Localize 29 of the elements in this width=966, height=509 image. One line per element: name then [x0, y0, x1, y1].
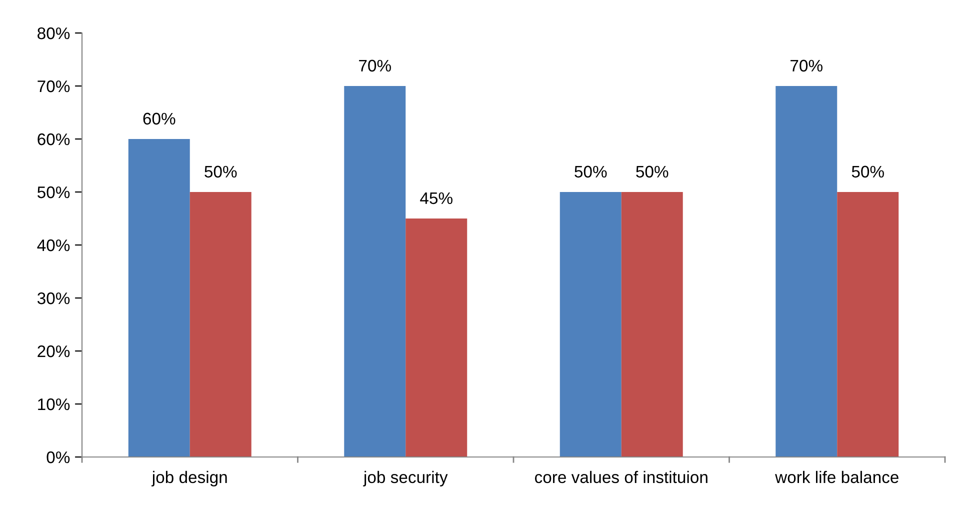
- y-tick-label: 10%: [38, 398, 70, 410]
- data-label: 70%: [790, 60, 822, 72]
- y-tick-label: 30%: [37, 292, 70, 304]
- x-tick-label: work life balance: [775, 470, 898, 484]
- data-label: 50%: [852, 166, 884, 178]
- bar: [560, 192, 622, 457]
- bar: [344, 86, 406, 457]
- y-tick-label: 70%: [38, 80, 70, 92]
- y-tick-label: 80%: [38, 27, 70, 40]
- bar: [406, 218, 468, 457]
- data-label: 50%: [636, 166, 668, 178]
- y-tick-label: 40%: [37, 239, 70, 252]
- bar: [621, 192, 683, 457]
- y-tick-label: 0%: [46, 451, 70, 464]
- bar: [128, 139, 190, 457]
- data-label: 50%: [574, 166, 607, 178]
- bar: [190, 192, 252, 457]
- bar: [837, 192, 899, 457]
- data-label: 45%: [420, 192, 452, 204]
- x-tick-label: core values of instituion: [535, 470, 708, 484]
- data-label: 70%: [359, 60, 391, 72]
- x-tick-label: job security: [363, 470, 448, 486]
- y-tick-label: 60%: [38, 133, 70, 146]
- data-label: 60%: [143, 112, 176, 125]
- y-tick-label: 20%: [38, 345, 70, 358]
- y-tick-label: 50%: [38, 186, 70, 198]
- bar: [776, 86, 838, 457]
- x-tick-label: job design: [151, 470, 227, 486]
- data-label: 50%: [204, 166, 237, 178]
